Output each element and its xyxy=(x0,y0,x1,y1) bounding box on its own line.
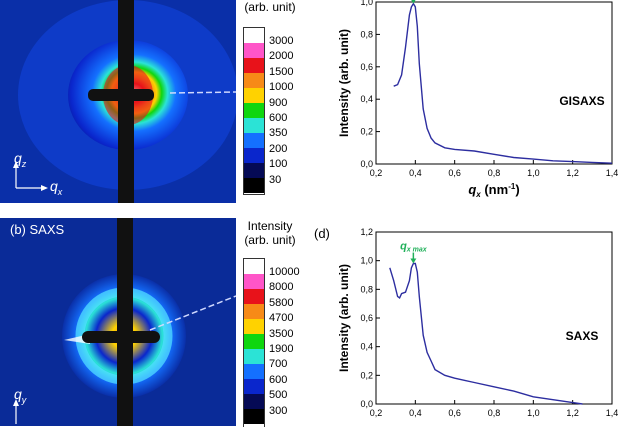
gisaxs-detector-image: qz qx xyxy=(0,0,236,203)
scale-label: 600 xyxy=(269,112,288,124)
gisaxs-intensity-chart: 0,2 0,4 0,6 0,8 1,0 1,2 1,40,00,20,40,60,81,0I… xyxy=(337,0,619,199)
saxs-color-scale xyxy=(243,258,265,427)
scale-label: 10000 xyxy=(269,266,300,278)
scale-label: 2000 xyxy=(269,50,294,63)
x-tick-label: 0,4 xyxy=(409,168,422,178)
scale-label: 700 xyxy=(269,358,288,371)
x-tick-label: 0,8 xyxy=(488,408,501,418)
x-tick-label: 0,8 xyxy=(488,168,501,178)
y-tick-label: 0,2 xyxy=(360,370,373,380)
scale-swatch xyxy=(244,43,264,58)
scale-label: 300 xyxy=(269,404,288,417)
x-axis-label: qx (nm-1) xyxy=(468,182,519,199)
x-tick-label: 1,4 xyxy=(606,168,619,178)
scale-swatch xyxy=(244,163,264,178)
saxs-detector-svg xyxy=(0,218,236,426)
scale-label: 3000 xyxy=(269,35,294,47)
scale-swatch xyxy=(244,133,264,148)
saxs-panel-title: (b) SAXS xyxy=(10,222,65,237)
scale-label: 1000 xyxy=(269,81,294,94)
x-tick-label: 0,2 xyxy=(370,168,383,178)
x-tick-label: 0,2 xyxy=(370,408,383,418)
scale-label: 200 xyxy=(269,142,288,155)
scale-swatch xyxy=(244,364,264,379)
scale-swatch xyxy=(244,379,264,394)
scale-label: 5800 xyxy=(269,296,294,309)
scale-swatch xyxy=(244,88,264,103)
x-tick-label: 1,4 xyxy=(606,408,619,418)
scale-label: 4700 xyxy=(269,312,294,325)
y-tick-label: 0,8 xyxy=(360,284,373,294)
scale-label: 8000 xyxy=(269,281,294,294)
y-tick-label: 1,0 xyxy=(360,0,373,7)
y-tick-label: 0,2 xyxy=(360,127,373,137)
scale-swatch xyxy=(244,103,264,118)
y-tick-label: 0,4 xyxy=(360,342,373,352)
scale-swatch xyxy=(244,118,264,133)
x-tick-label: 1,0 xyxy=(527,168,540,178)
scale-label: 500 xyxy=(269,389,288,402)
scale-swatch xyxy=(244,178,264,193)
y-tick-label: 1,0 xyxy=(360,256,373,266)
x-tick-label: 0,6 xyxy=(448,168,461,178)
x-tick-label: 0,4 xyxy=(409,408,422,418)
scale-swatch xyxy=(244,73,264,88)
scale-label: 1500 xyxy=(269,65,294,78)
scale-label: 1900 xyxy=(269,343,294,355)
plot-frame xyxy=(375,1,613,165)
scale-label: 350 xyxy=(269,127,288,140)
scale-swatch xyxy=(244,409,264,424)
scale-label: 3500 xyxy=(269,327,294,340)
y-tick-label: 0,8 xyxy=(360,29,373,39)
x-tick-label: 0,6 xyxy=(448,408,461,418)
y-tick-label: 0,4 xyxy=(360,94,373,104)
qy-axis-label: qy xyxy=(14,386,27,405)
scale-swatch xyxy=(244,289,264,304)
scale-label: 900 xyxy=(269,96,288,109)
qx-max-arrowhead xyxy=(411,0,416,4)
y-axis-label: Intensity (arb. unit) xyxy=(337,264,351,372)
scale-swatch xyxy=(244,274,264,289)
gisaxs-color-scale xyxy=(243,27,265,195)
scale-swatch xyxy=(244,319,264,334)
qx-max-annotation: qx max xyxy=(400,241,428,254)
saxs-intensity-chart: 0,2 0,4 0,6 0,8 1,0 1,2 1,40,00,20,40,60,81,01… xyxy=(337,227,619,418)
scale-swatch xyxy=(244,349,264,364)
scale-label: 30 xyxy=(269,173,282,186)
intensity-curve xyxy=(393,2,613,164)
x-tick-label: 1,2 xyxy=(566,408,579,418)
intensity-curve xyxy=(389,262,583,405)
y-tick-label: 0,6 xyxy=(360,313,373,323)
x-tick-label: 1,0 xyxy=(527,408,540,418)
scale-swatch xyxy=(244,259,264,274)
scale-swatch xyxy=(244,58,264,73)
plot-frame xyxy=(375,231,613,405)
saxs-scale-title: Intensity (arb. unit) xyxy=(244,219,296,247)
qx-max-arrowhead xyxy=(410,258,417,264)
scale-swatch xyxy=(244,304,264,319)
panel-d-letter: (d) xyxy=(314,226,330,241)
y-tick-label: 0,6 xyxy=(360,62,373,72)
scale-swatch xyxy=(244,148,264,163)
series-label: SAXS xyxy=(566,329,599,343)
scale-label: 600 xyxy=(269,373,288,386)
saxs-detector-image: (b) SAXS qy xyxy=(0,218,236,426)
y-axis-label: Intensity (arb. unit) xyxy=(337,29,351,137)
scale-swatch xyxy=(244,334,264,349)
series-label: GISAXS xyxy=(559,94,604,108)
qz-axis-label: qz xyxy=(14,150,27,169)
scale-swatch xyxy=(244,28,264,43)
x-tick-label: 1,2 xyxy=(566,168,579,178)
gisaxs-detector-svg xyxy=(0,0,236,203)
y-tick-label: 1,2 xyxy=(360,227,373,237)
scale-label: 100 xyxy=(269,158,288,171)
gisaxs-scale-title: (arb. unit) xyxy=(244,0,296,14)
y-tick-label: 0,0 xyxy=(360,399,373,409)
y-tick-label: 0,0 xyxy=(360,159,373,169)
qx-axis-label: qx xyxy=(50,178,63,197)
scale-swatch xyxy=(244,394,264,409)
